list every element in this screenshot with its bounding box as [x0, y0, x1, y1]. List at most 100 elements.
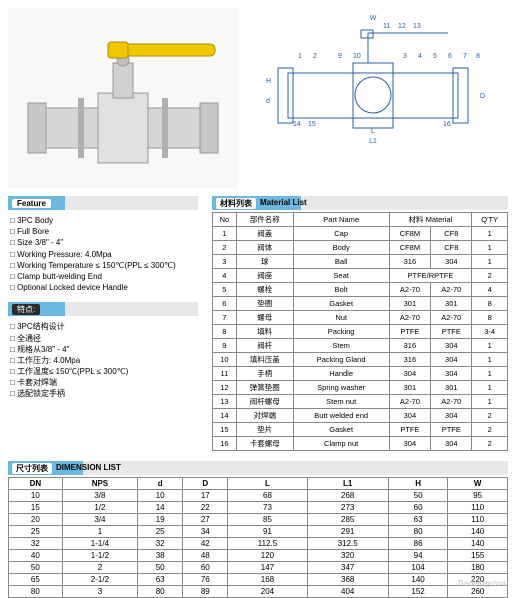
svg-text:7: 7: [463, 53, 467, 60]
table-cell: PTFE: [389, 423, 431, 437]
table-cell: 1: [472, 381, 508, 395]
table-cell: 347: [307, 562, 388, 574]
table-cell: 80: [9, 586, 63, 598]
table-cell: 65: [9, 574, 63, 586]
table-cell: 152: [388, 586, 448, 598]
table-cell: 91: [228, 526, 307, 538]
feature-item: Working Temperature ≤ 150℃(PPL ≤ 300℃): [10, 260, 196, 271]
dimension-header: 尺寸列表 DIMENSION LIST: [12, 463, 121, 474]
table-cell: 320: [307, 550, 388, 562]
table-header-cell: NPS: [62, 478, 137, 490]
table-cell: Gasket: [293, 423, 389, 437]
table-cell: 89: [183, 586, 228, 598]
table-cell: 1: [472, 395, 508, 409]
col-material: 材料 Material: [389, 213, 472, 227]
feature-item: 3PC Body: [10, 215, 196, 226]
table-cell: 140: [448, 526, 508, 538]
table-cell: 13: [213, 395, 237, 409]
feature-item: Clamp butt-welding End: [10, 271, 196, 282]
table-cell: 3/4: [62, 514, 137, 526]
table-cell: 2: [472, 423, 508, 437]
col-part: Part Name: [293, 213, 389, 227]
table-cell: 112.5: [228, 538, 307, 550]
svg-text:H: H: [266, 78, 271, 85]
table-cell: Clamp nut: [293, 437, 389, 451]
table-cell: Gasket: [293, 297, 389, 311]
table-cell: 68: [228, 490, 307, 502]
feature-band-cn: 特点:: [8, 302, 198, 316]
table-cell: 25: [9, 526, 63, 538]
table-cell: 63: [388, 514, 448, 526]
table-cell: 1: [472, 241, 508, 255]
feature-label: Feature: [12, 199, 51, 208]
table-cell: 阀座: [236, 269, 293, 283]
feature-item: Full Bore: [10, 226, 196, 237]
feature-column: Feature 3PC Body Full Bore Size 3/8" - 4…: [8, 196, 198, 403]
table-cell: 5: [213, 283, 237, 297]
table-cell: Body: [293, 241, 389, 255]
table-row: 652-1/26376168368140220: [9, 574, 508, 586]
table-cell: 38: [138, 550, 183, 562]
table-cell: A2-70: [431, 395, 472, 409]
table-cell: 垫片: [236, 423, 293, 437]
table-cell: 2: [472, 437, 508, 451]
table-cell: 316: [389, 339, 431, 353]
table-cell: 8: [472, 297, 508, 311]
middle-row: Feature 3PC Body Full Bore Size 3/8" - 4…: [8, 196, 508, 451]
table-cell: PTFE: [431, 423, 472, 437]
table-row: 321-1/43242112.5312.586140: [9, 538, 508, 550]
table-cell: 1/2: [62, 502, 137, 514]
table-cell: Ball: [293, 255, 389, 269]
table-cell: 1-1/4: [62, 538, 137, 550]
table-cell: 22: [183, 502, 228, 514]
table-cell: Cap: [293, 227, 389, 241]
col-cn: 部件名称: [236, 213, 293, 227]
table-cell: 32: [138, 538, 183, 550]
table-cell: 1: [472, 255, 508, 269]
table-row: 2阀体BodyCF8MCF81: [213, 241, 508, 255]
table-cell: 4: [472, 283, 508, 297]
feature-item: Optional Locked device Handle: [10, 282, 196, 293]
table-cell: 316: [389, 353, 431, 367]
svg-text:16: 16: [443, 121, 451, 128]
table-cell: 301: [431, 297, 472, 311]
table-cell: 填料压盖: [236, 353, 293, 367]
table-cell: 对焊端: [236, 409, 293, 423]
table-cell: 104: [388, 562, 448, 574]
table-row: 3球Ball3163041: [213, 255, 508, 269]
table-cell: 螺栓: [236, 283, 293, 297]
table-cell: 阀盖: [236, 227, 293, 241]
svg-text:D: D: [480, 93, 485, 100]
table-cell: Stem nut: [293, 395, 389, 409]
table-cell: 50: [388, 490, 448, 502]
table-cell: Nut: [293, 311, 389, 325]
table-row: 7螺母NutA2-70A2-708: [213, 311, 508, 325]
table-cell: 32: [9, 538, 63, 550]
table-cell: 8: [472, 311, 508, 325]
dimension-tbody: 103/81017682685095151/214227327360110203…: [9, 490, 508, 598]
table-cell: 291: [307, 526, 388, 538]
material-header-cn: 材料列表: [216, 198, 256, 209]
table-cell: 3-4: [472, 325, 508, 339]
table-cell: 304: [389, 409, 431, 423]
table-cell: 3: [213, 255, 237, 269]
table-cell: 4: [213, 269, 237, 283]
table-cell: 76: [183, 574, 228, 586]
table-cell: PTFE: [389, 325, 431, 339]
table-cell: 140: [448, 538, 508, 550]
table-cell: 27: [183, 514, 228, 526]
table-cell: 15: [213, 423, 237, 437]
table-cell: 10: [138, 490, 183, 502]
table-cell: 368: [307, 574, 388, 586]
table-cell: 273: [307, 502, 388, 514]
table-cell: A2-70: [389, 311, 431, 325]
table-cell: 手柄: [236, 367, 293, 381]
svg-text:13: 13: [413, 23, 421, 30]
table-cell: 85: [228, 514, 307, 526]
table-cell: 螺母: [236, 311, 293, 325]
table-row: 1阀盖CapCF8MCF81: [213, 227, 508, 241]
table-header-cell: L: [228, 478, 307, 490]
table-cell: 63: [138, 574, 183, 586]
table-cell: 168: [228, 574, 307, 586]
table-cell: 7: [213, 311, 237, 325]
